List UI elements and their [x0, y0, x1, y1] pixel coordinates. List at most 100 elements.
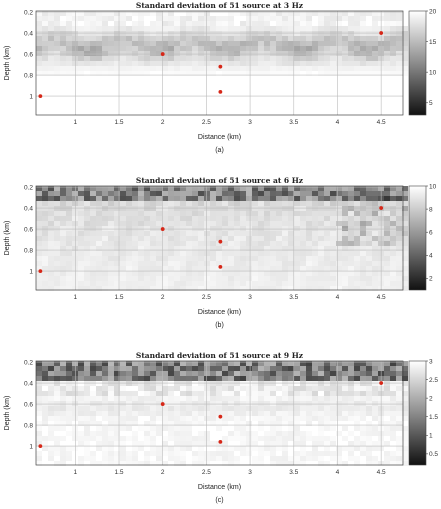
heatmap-cell [162, 266, 168, 271]
heatmap-cell [396, 461, 402, 466]
heatmap-cell [144, 426, 150, 431]
heatmap-cell [114, 281, 120, 286]
heatmap-cell [180, 66, 186, 71]
heatmap-cell [372, 411, 378, 416]
heatmap-cell [168, 11, 174, 16]
heatmap-cell [210, 66, 216, 71]
heatmap-cell [204, 381, 210, 386]
heatmap-cell [174, 221, 180, 226]
heatmap-cell [48, 36, 54, 41]
heatmap-cell [216, 251, 222, 256]
heatmap-cell [60, 381, 66, 386]
heatmap-cell [360, 416, 366, 421]
heatmap-cell [294, 216, 300, 221]
heatmap-cell [366, 386, 372, 391]
heatmap-cell [90, 226, 96, 231]
heatmap-cell [270, 41, 276, 46]
heatmap-cell [264, 201, 270, 206]
heatmap-cell [318, 376, 324, 381]
heatmap-cell [72, 401, 78, 406]
heatmap-cell [192, 366, 198, 371]
heatmap-cell [252, 396, 258, 401]
heatmap-cell [150, 381, 156, 386]
heatmap-cell [282, 191, 288, 196]
heatmap-cell [66, 446, 72, 451]
heatmap-cell [222, 421, 228, 426]
heatmap-cell [162, 201, 168, 206]
heatmap-cell [132, 406, 138, 411]
heatmap-cell [144, 376, 150, 381]
heatmap-cell [198, 366, 204, 371]
heatmap-cell [54, 361, 60, 366]
heatmap-cell [120, 261, 126, 266]
heatmap-cell [54, 441, 60, 446]
heatmap-cell [108, 376, 114, 381]
heatmap-cell [240, 371, 246, 376]
heatmap-cell [168, 226, 174, 231]
heatmap-cell [84, 396, 90, 401]
heatmap-cell [354, 271, 360, 276]
heatmap-cell [270, 226, 276, 231]
heatmap-cell [186, 406, 192, 411]
heatmap-cell [366, 231, 372, 236]
heatmap-cell [288, 461, 294, 466]
heatmap-cell [144, 406, 150, 411]
heatmap-cell [78, 281, 84, 286]
heatmap-cell [168, 391, 174, 396]
heatmap-cell [246, 31, 252, 36]
heatmap-cell [192, 441, 198, 446]
heatmap-cell [78, 16, 84, 21]
heatmap-cell [126, 41, 132, 46]
heatmap-cell [36, 186, 42, 191]
heatmap-cell [360, 271, 366, 276]
heatmap-cell [396, 421, 402, 426]
heatmap-cell [246, 396, 252, 401]
heatmap-cell [342, 446, 348, 451]
heatmap-cell [270, 51, 276, 56]
heatmap-cell [36, 381, 42, 386]
heatmap-cell [246, 211, 252, 216]
heatmap-cell [192, 396, 198, 401]
heatmap-cell [342, 366, 348, 371]
heatmap-cell [210, 26, 216, 31]
panel-caption: (a) [215, 147, 224, 154]
heatmap-cell [150, 21, 156, 26]
heatmap-cell [108, 381, 114, 386]
heatmap-cell [180, 441, 186, 446]
heatmap-cell [42, 436, 48, 441]
heatmap-cell [198, 201, 204, 206]
heatmap-cell [402, 361, 408, 366]
heatmap-cell [306, 191, 312, 196]
heatmap-cell [144, 401, 150, 406]
heatmap-cell [288, 396, 294, 401]
heatmap-cell [90, 191, 96, 196]
heatmap-cell [108, 431, 114, 436]
heatmap-cell [198, 251, 204, 256]
heatmap-cell [174, 446, 180, 451]
heatmap-cell [372, 261, 378, 266]
heatmap-cell [126, 216, 132, 221]
heatmap-cell [120, 376, 126, 381]
heatmap-cell [258, 221, 264, 226]
heatmap-cell [144, 251, 150, 256]
heatmap-cell [300, 266, 306, 271]
heatmap-cell [288, 276, 294, 281]
heatmap-cell [66, 236, 72, 241]
heatmap-cell [342, 191, 348, 196]
heatmap-cell [72, 431, 78, 436]
heatmap-cell [402, 221, 408, 226]
heatmap-cell [228, 386, 234, 391]
heatmap-cell [318, 246, 324, 251]
heatmap-cell [384, 46, 390, 51]
heatmap-cell [294, 261, 300, 266]
heatmap-cell [342, 276, 348, 281]
heatmap-cell [342, 436, 348, 441]
heatmap-cell [96, 36, 102, 41]
heatmap-cell [78, 371, 84, 376]
heatmap-cell [120, 371, 126, 376]
heatmap-cell [246, 226, 252, 231]
heatmap-cell [360, 56, 366, 61]
heatmap-cell [210, 56, 216, 61]
heatmap-cell [150, 196, 156, 201]
heatmap-cell [66, 256, 72, 261]
